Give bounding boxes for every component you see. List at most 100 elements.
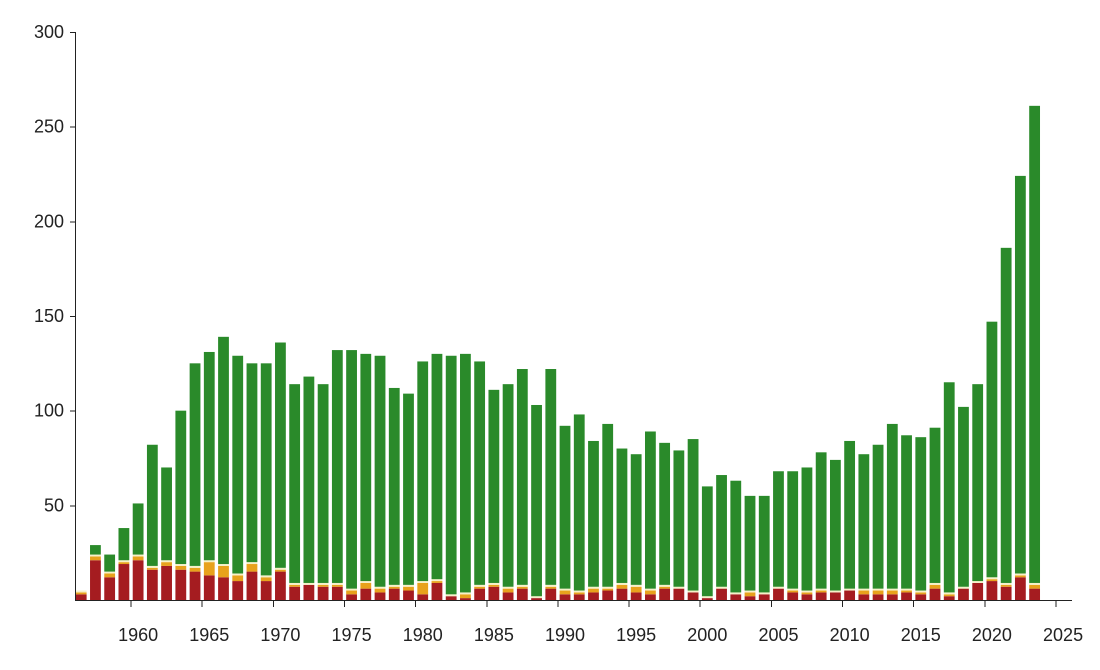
bar-segment-1970-s2 <box>275 567 286 570</box>
bar-segment-1988-s0 <box>531 598 542 600</box>
bar-segment-2011-s0 <box>858 594 870 600</box>
bar-segment-1990-s2 <box>559 588 571 591</box>
bar-segment-1974-s0 <box>331 586 343 600</box>
bar-segment-2021-s2 <box>1000 582 1012 585</box>
bar-segment-2005-s3 <box>773 471 784 587</box>
bar-segment-2020-s1 <box>986 579 998 582</box>
bar-segment-1957-s1 <box>90 556 101 561</box>
bar-segment-1968-s3 <box>246 363 258 563</box>
bar-segment-1981-s3 <box>431 353 443 580</box>
bar-segment-1978-s2 <box>388 584 400 587</box>
bar-segment-1993-s1 <box>602 588 614 591</box>
bar-segment-1971-s2 <box>289 582 301 585</box>
bar-segment-1959-s1 <box>118 562 130 565</box>
bar-segment-1957-s0 <box>90 560 101 600</box>
bar-segment-1977-s1 <box>374 588 386 593</box>
bar-segment-1979-s0 <box>403 590 414 600</box>
bar-segment-1990-s3 <box>559 425 571 589</box>
bar-segment-1981-s1 <box>431 581 443 583</box>
x-tick-label: 2000 <box>687 625 727 645</box>
bar-segment-2023-s0 <box>1029 588 1041 600</box>
bar-segment-1972-s3 <box>303 376 315 583</box>
bar-segment-1959-s3 <box>118 528 130 561</box>
bar-segment-1994-s3 <box>616 448 628 583</box>
bar-segment-2005-s2 <box>773 586 784 589</box>
bar-segment-1959-s0 <box>118 564 130 600</box>
bar-segment-1997-s1 <box>659 586 671 589</box>
bar-segment-1973-s0 <box>317 586 329 600</box>
bar-segment-2007-s3 <box>801 467 813 591</box>
x-tick-label: 1960 <box>118 625 158 645</box>
bar-segment-1962-s2 <box>161 560 172 563</box>
bar-segment-1969-s0 <box>260 581 272 600</box>
bar-segment-1976-s1 <box>360 582 372 589</box>
bar-segment-1998-s3 <box>673 450 685 587</box>
bar-segment-2017-s3 <box>943 382 955 593</box>
bar-segment-2012-s1 <box>872 590 884 595</box>
bar-segment-1983-s1 <box>460 594 471 599</box>
bar-segment-1958-s1 <box>104 573 116 578</box>
bar-segment-1968-s2 <box>246 562 258 565</box>
bar-segment-2021-s1 <box>1000 584 1012 587</box>
bar-segment-2000-s2 <box>701 596 713 599</box>
bar-segment-1985-s0 <box>488 586 500 600</box>
bar-segment-1983-s3 <box>460 353 471 593</box>
bar-segment-1987-s0 <box>516 588 528 600</box>
bar-segment-1984-s2 <box>474 584 486 587</box>
bar-segment-1965-s1 <box>203 562 215 576</box>
bar-segment-1968-s0 <box>246 571 258 600</box>
bar-segment-2015-s2 <box>915 590 927 593</box>
bar-segment-1975-s3 <box>346 350 357 589</box>
bar-segment-2011-s2 <box>858 588 870 591</box>
y-tick-label: 200 <box>34 211 64 231</box>
bar-segment-1964-s3 <box>189 363 201 566</box>
bar-segment-1962-s0 <box>161 565 172 600</box>
bar-segment-1959-s2 <box>118 560 130 563</box>
x-tick-label: 1970 <box>260 625 300 645</box>
bar-segment-1991-s1 <box>573 592 585 595</box>
bar-segment-1966-s0 <box>218 577 229 600</box>
bar-segment-1976-s0 <box>360 588 372 600</box>
bar-segment-2006-s2 <box>787 588 799 591</box>
bar-segment-2001-s0 <box>716 588 727 600</box>
bar-segment-1987-s1 <box>516 586 528 589</box>
bar-segment-1984-s3 <box>474 361 486 585</box>
bar-segment-2000-s3 <box>701 486 713 597</box>
bar-segment-1971-s3 <box>289 384 301 583</box>
bar-segment-2004-s3 <box>758 495 770 593</box>
bar-segment-2017-s0 <box>943 596 955 600</box>
y-tick-label: 150 <box>34 306 64 326</box>
bar-segment-2009-s0 <box>829 592 841 600</box>
bar-segment-1967-s2 <box>232 573 244 576</box>
bar-segment-2006-s1 <box>787 590 799 593</box>
bar-segment-2006-s3 <box>787 471 799 589</box>
bar-segment-1999-s2 <box>687 590 699 593</box>
y-tick-label: 100 <box>34 401 64 421</box>
bar-segment-2009-s3 <box>829 459 841 591</box>
bar-segment-1989-s2 <box>545 584 557 587</box>
bar-segment-1973-s3 <box>317 384 329 583</box>
bar-segment-1963-s3 <box>175 410 187 565</box>
bar-segment-1967-s1 <box>232 575 244 582</box>
bar-segment-1966-s1 <box>218 565 229 578</box>
bar-segment-2013-s3 <box>886 423 898 589</box>
bar-segment-1961-s3 <box>146 444 158 566</box>
bar-segment-1985-s1 <box>488 584 500 587</box>
x-tick-label: 2020 <box>972 625 1012 645</box>
bar-segment-1979-s3 <box>403 393 414 585</box>
bar-segment-1987-s2 <box>516 584 528 587</box>
bar-segment-1979-s2 <box>403 584 414 587</box>
bar-segment-1996-s0 <box>645 594 656 600</box>
y-tick-label: 300 <box>34 22 64 42</box>
bar-segment-1994-s1 <box>616 584 628 589</box>
bar-segment-1957-s2 <box>90 554 101 557</box>
bar-segment-2018-s3 <box>958 406 969 587</box>
bar-segment-1963-s2 <box>175 564 187 566</box>
bar-segment-2001-s3 <box>716 475 727 587</box>
bar-segment-1960-s1 <box>132 556 144 561</box>
bar-segment-2019-s0 <box>972 582 984 600</box>
bar-segment-1963-s0 <box>175 569 187 600</box>
bar-segment-2010-s3 <box>844 440 856 589</box>
bar-segment-2010-s2 <box>844 588 856 591</box>
bar-segment-1984-s0 <box>474 588 486 600</box>
